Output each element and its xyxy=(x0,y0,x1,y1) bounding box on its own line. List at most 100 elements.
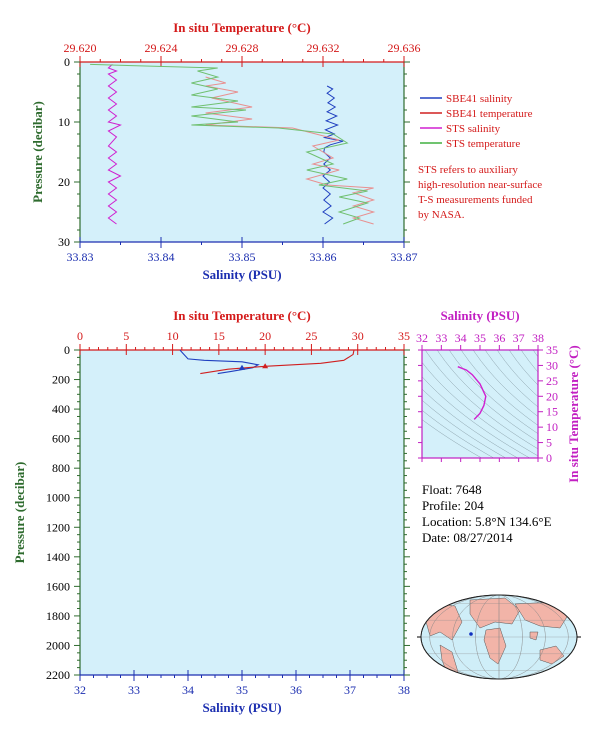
lower-chart-series-salinity xyxy=(179,349,260,375)
lower-chart-top-tick-label: 35 xyxy=(398,329,410,343)
lower-chart-series-temperature xyxy=(200,349,355,375)
lower-chart-y-tick-label: 400 xyxy=(52,402,70,416)
lower-chart-bottom-tick-label: 32 xyxy=(74,683,86,697)
ts-contour xyxy=(496,350,538,397)
ts-density-contours xyxy=(422,350,538,458)
ts-y-tick-label: 5 xyxy=(546,436,552,450)
ts-contour xyxy=(422,399,507,458)
lower-chart-top-tick-label: 5 xyxy=(123,329,129,343)
sts-note-line: by NASA. xyxy=(418,209,465,221)
upper-chart-bottom-tick-label: 33.87 xyxy=(391,250,418,264)
lower-chart-x-axis-label: Salinity (PSU) xyxy=(202,700,281,715)
lower-chart-y-tick-label: 1200 xyxy=(46,520,70,534)
ts-contour xyxy=(484,350,538,408)
upper-chart-y-axis-label: Pressure (decibar) xyxy=(30,101,45,203)
ts-y-tick-label: 30 xyxy=(546,358,558,372)
ts-contour xyxy=(460,350,538,426)
ts-y-axis-label: In situ Temperature (°C) xyxy=(566,345,581,483)
ts-contour xyxy=(448,350,538,434)
upper-chart-top-tick-label: 29.624 xyxy=(145,41,178,55)
lower-chart-plot-area xyxy=(80,350,404,675)
lower-chart-y-tick-label: 1800 xyxy=(46,609,70,623)
ts-x-tick-label: 32 xyxy=(416,331,428,345)
float-location: Location: 5.8°N 134.6°E xyxy=(422,514,552,529)
ts-contour xyxy=(422,361,538,457)
ts-y-tick-label: 35 xyxy=(546,343,558,357)
ts-contour xyxy=(422,376,531,458)
lower-chart-y-tick-label: 0 xyxy=(64,343,70,357)
upper-chart-bottom-tick-label: 33.86 xyxy=(310,250,337,264)
upper-chart-bottom-tick-label: 33.85 xyxy=(229,250,256,264)
legend-entry: STS temperature xyxy=(446,138,520,150)
lower-chart-top-tick-label: 30 xyxy=(352,329,364,343)
ts-y-tick-label: 20 xyxy=(546,389,558,403)
lower-chart-y-tick-label: 1600 xyxy=(46,579,70,593)
upper-chart-top-tick-label: 29.628 xyxy=(226,41,259,55)
ts-y-tick-label: 0 xyxy=(546,451,552,465)
sts-note-line: high-resolution near-surface xyxy=(418,179,542,191)
upper-chart-series-sts-temperature xyxy=(90,63,370,225)
upper-chart-y-tick-label: 0 xyxy=(64,55,70,69)
upper-chart-top-axis-label: In situ Temperature (°C) xyxy=(173,20,311,35)
ts-contour xyxy=(424,350,538,450)
legend-entry: STS salinity xyxy=(446,123,501,135)
sts-note-line: T-S measurements funded xyxy=(418,194,533,206)
ts-x-axis-label: Salinity (PSU) xyxy=(440,308,519,323)
ts-contour xyxy=(520,350,538,373)
map-continent xyxy=(529,631,539,641)
upper-chart-y-tick-label: 20 xyxy=(58,175,70,189)
ts-contour xyxy=(422,409,495,458)
lower-chart-y-tick-label: 2200 xyxy=(46,668,70,682)
legend-entry: SBE41 salinity xyxy=(446,93,513,105)
lower-chart-bottom-tick-label: 34 xyxy=(182,683,194,697)
ts-x-tick-label: 38 xyxy=(532,331,544,345)
upper-legend: SBE41 salinity SBE41 temperature STS salin… xyxy=(418,93,542,221)
lower-chart-y-axis-label: Pressure (decibar) xyxy=(12,462,27,564)
ts-contour xyxy=(436,350,538,442)
lower-chart-y-tick-label: 1000 xyxy=(46,491,70,505)
upper-chart-plot-area xyxy=(80,62,404,242)
upper-chart-x-axis-label: Salinity (PSU) xyxy=(202,267,281,282)
lower-chart-bottom-tick-label: 37 xyxy=(344,683,356,697)
ts-y-tick-label: 15 xyxy=(546,405,558,419)
upper-chart-bottom-tick-label: 33.84 xyxy=(148,250,175,264)
location-map xyxy=(417,594,581,680)
upper-chart-bottom-tick-label: 33.83 xyxy=(67,250,94,264)
lower-chart-y-tick-label: 1400 xyxy=(46,550,70,564)
map-continent xyxy=(539,645,565,665)
legend-entry: SBE41 temperature xyxy=(446,108,533,120)
upper-chart-top-tick-label: 29.632 xyxy=(307,41,340,55)
ts-x-tick-label: 33 xyxy=(435,331,447,345)
lower-chart-bottom-tick-label: 33 xyxy=(128,683,140,697)
lower-chart-bottom-tick-label: 38 xyxy=(398,683,410,697)
upper-chart-top-tick-label: 29.620 xyxy=(64,41,97,55)
ts-y-tick-label: 10 xyxy=(546,420,558,434)
lower-chart-y-tick-label: 600 xyxy=(52,432,70,446)
upper-chart-y-tick-label: 30 xyxy=(58,235,70,249)
lower-chart-top-tick-label: 10 xyxy=(167,329,179,343)
profile-date: Date: 08/27/2014 xyxy=(422,530,513,545)
upper-chart-series-sbe41-temperature xyxy=(205,76,376,225)
lower-chart-top-tick-label: 20 xyxy=(259,329,271,343)
lower-chart-top-tick-label: 0 xyxy=(77,329,83,343)
upper-chart-top-tick-label: 29.636 xyxy=(388,41,421,55)
ts-contour xyxy=(472,350,538,417)
lower-chart-top-axis-label: In situ Temperature (°C) xyxy=(173,308,311,323)
upper-chart-series-sbe41-salinity xyxy=(322,85,344,225)
lower-chart-bottom-tick-label: 35 xyxy=(236,683,248,697)
ts-x-tick-label: 37 xyxy=(513,331,525,345)
ts-contour xyxy=(422,419,483,458)
ts-contour xyxy=(422,388,519,458)
ts-x-tick-label: 34 xyxy=(455,331,467,345)
upper-chart: 33.83 33.84 33.85 33.86 33.87 29.620 29.624 29.… xyxy=(30,20,421,282)
upper-chart-series-sts-salinity xyxy=(107,64,122,225)
lower-chart-top-tick-label: 25 xyxy=(305,329,317,343)
map-continent xyxy=(469,597,521,629)
float-id: Float: 7648 xyxy=(422,482,482,497)
ts-x-tick-label: 36 xyxy=(493,331,505,345)
float-info: Float: 7648 Profile: 204 Location: 5.8°N… xyxy=(422,482,552,546)
lower-chart-y-tick-label: 200 xyxy=(52,373,70,387)
ts-series-line xyxy=(457,366,487,420)
